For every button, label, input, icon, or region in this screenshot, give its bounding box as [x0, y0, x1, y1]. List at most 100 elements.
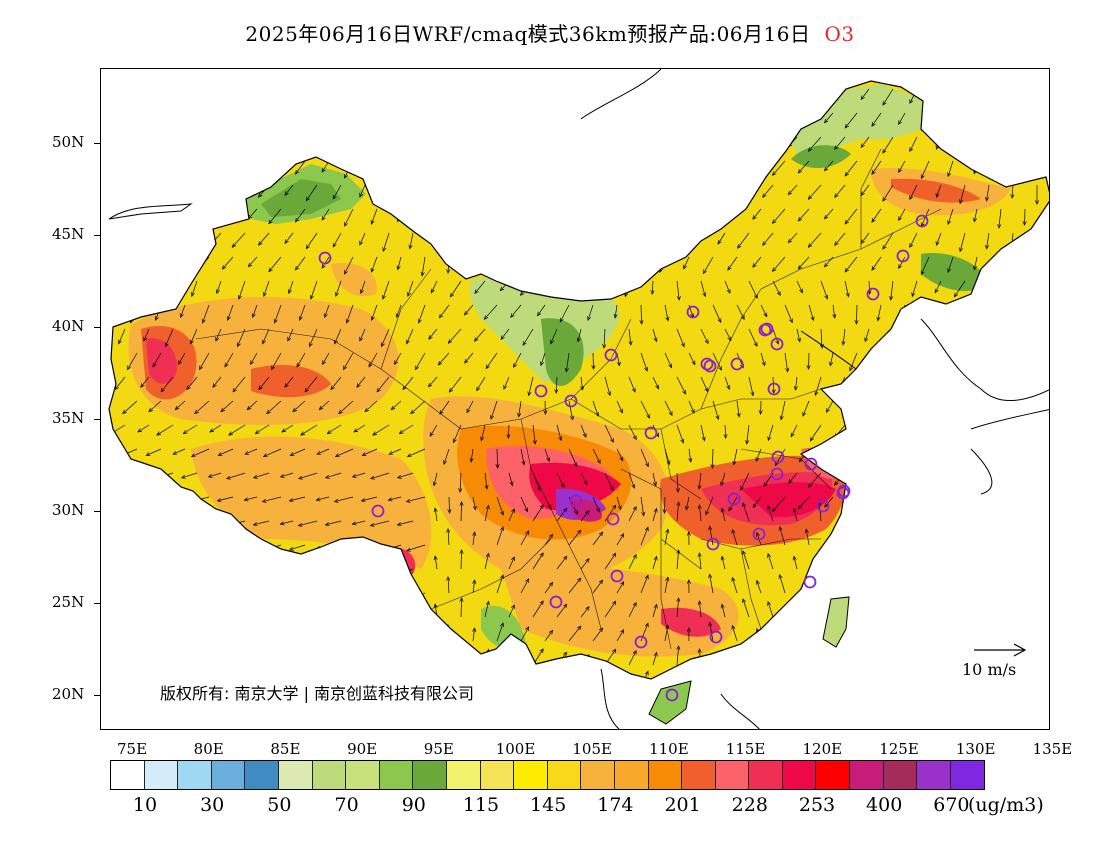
- lat-label: 50N: [52, 133, 85, 151]
- wind-vector: [1017, 352, 1026, 368]
- wind-vector: [998, 256, 1002, 276]
- wind-arrowhead: [985, 100, 989, 106]
- wind-vector: [406, 544, 426, 552]
- wind-vector: [361, 496, 378, 502]
- wind-vector: [824, 448, 834, 460]
- wind-arrowhead: [612, 697, 616, 701]
- wind-arrowhead: [797, 505, 803, 510]
- wind-arrowhead: [144, 546, 150, 551]
- wind-arrowhead: [443, 460, 447, 465]
- wind-arrowhead: [973, 169, 977, 175]
- wind-arrowhead: [382, 247, 387, 252]
- wind-arrowhead: [305, 148, 310, 154]
- wind-vector: [629, 699, 636, 713]
- wind-arrowhead: [201, 318, 206, 324]
- wind-vector: [1036, 472, 1045, 491]
- wind-vector: [676, 502, 679, 522]
- wind-vector: [280, 568, 294, 575]
- wind-vector: [676, 598, 679, 618]
- wind-arrowhead: [176, 119, 181, 124]
- wind-vector: [798, 208, 810, 222]
- wind-arrowhead: [726, 385, 731, 390]
- wind-arrowhead: [597, 294, 601, 300]
- wind-arrowhead: [295, 265, 300, 271]
- wind-arrowhead: [957, 438, 961, 444]
- wind-arrowhead: [823, 214, 829, 220]
- wind-vector: [460, 88, 462, 109]
- wind-arrowhead: [876, 316, 881, 322]
- wind-arrowhead: [924, 511, 929, 517]
- wind-vector: [793, 652, 798, 666]
- wind-arrowhead: [620, 629, 625, 634]
- wind-vector: [325, 472, 342, 479]
- wind-arrowhead: [767, 436, 772, 442]
- wind-vector: [700, 328, 709, 344]
- wind-vector: [780, 400, 786, 420]
- wind-arrowhead: [645, 462, 649, 468]
- wind-vector: [834, 136, 846, 150]
- wind-arrowhead: [483, 245, 488, 250]
- wind-arrowhead: [585, 558, 590, 563]
- wind-vector: [186, 376, 198, 390]
- wind-vector: [767, 601, 774, 618]
- wind-vector: [721, 556, 726, 570]
- wind-vector: [868, 556, 874, 570]
- legend-label: 30: [200, 794, 225, 816]
- wind-vector: [332, 136, 342, 152]
- wind-arrowhead: [338, 409, 343, 415]
- wind-arrowhead: [686, 531, 691, 536]
- wind-arrowhead: [737, 148, 742, 153]
- wind-vector: [752, 496, 762, 508]
- station-marker: [371, 504, 385, 518]
- wind-vector: [447, 576, 450, 594]
- wind-vector: [127, 256, 138, 274]
- wind-arrowhead: [459, 645, 464, 650]
- wind-arrowhead: [755, 531, 760, 537]
- wind-arrowhead: [731, 528, 736, 534]
- wind-arrowhead: [702, 269, 707, 275]
- wind-vector: [856, 526, 861, 546]
- wind-vector: [1036, 502, 1042, 522]
- wind-arrowhead: [495, 224, 500, 229]
- wind-vector: [556, 508, 567, 522]
- wind-arrowhead: [211, 94, 217, 100]
- wind-arrowhead: [555, 101, 560, 106]
- wind-arrowhead: [577, 673, 582, 679]
- wind-arrowhead: [209, 428, 215, 433]
- wind-vector: [676, 424, 684, 444]
- wind-arrowhead: [570, 415, 575, 421]
- wind-vector: [636, 256, 642, 276]
- wind-vector: [580, 424, 587, 438]
- wind-arrowhead: [525, 626, 530, 631]
- wind-vector: [532, 552, 544, 570]
- wind-vector: [485, 352, 498, 369]
- wind-arrowhead: [582, 433, 587, 438]
- wind-vector: [298, 520, 318, 527]
- wind-arrowhead: [268, 267, 273, 273]
- wind-arrowhead: [947, 460, 952, 465]
- wind-arrowhead: [287, 289, 292, 295]
- wind-arrowhead: [214, 672, 219, 678]
- wind-vector: [767, 649, 774, 666]
- wind-vector: [973, 208, 978, 222]
- wind-vector: [1024, 577, 1031, 594]
- wind-vector: [447, 208, 450, 226]
- wind-arrowhead: [297, 522, 303, 527]
- wind-vector: [352, 520, 366, 525]
- wind-vector: [544, 496, 552, 509]
- wind-arrowhead: [190, 547, 195, 552]
- wind-arrowhead: [910, 483, 915, 489]
- wind-arrowhead: [871, 266, 876, 271]
- wind-arrowhead: [613, 265, 618, 271]
- copyright-text: 版权所有: 南京大学 | 南京创蓝科技有限公司: [160, 684, 475, 703]
- wind-arrowhead: [804, 672, 809, 678]
- wind-arrowhead: [1023, 291, 1029, 296]
- wind-arrowhead: [717, 239, 722, 245]
- wind-arrowhead: [221, 169, 227, 174]
- wind-vector: [664, 400, 673, 416]
- legend-swatch: [379, 761, 414, 789]
- wind-vector: [244, 544, 258, 550]
- wind-vector: [306, 184, 318, 201]
- wind-arrowhead: [540, 697, 543, 701]
- wind-vector: [216, 280, 222, 294]
